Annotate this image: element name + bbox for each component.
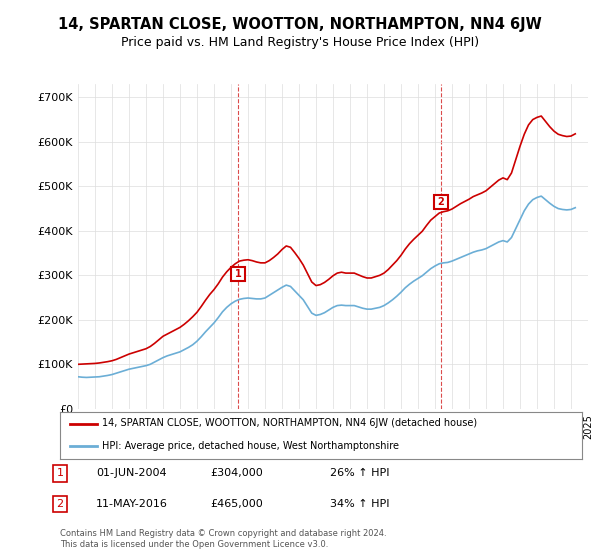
Text: HPI: Average price, detached house, West Northamptonshire: HPI: Average price, detached house, West… xyxy=(102,441,399,451)
Text: Contains HM Land Registry data © Crown copyright and database right 2024.
This d: Contains HM Land Registry data © Crown c… xyxy=(60,529,386,549)
Text: Price paid vs. HM Land Registry's House Price Index (HPI): Price paid vs. HM Land Registry's House … xyxy=(121,36,479,49)
Text: 2: 2 xyxy=(56,499,64,509)
Text: 14, SPARTAN CLOSE, WOOTTON, NORTHAMPTON, NN4 6JW: 14, SPARTAN CLOSE, WOOTTON, NORTHAMPTON,… xyxy=(58,17,542,32)
Text: £465,000: £465,000 xyxy=(210,499,263,509)
Text: 1: 1 xyxy=(235,269,242,278)
Text: 01-JUN-2004: 01-JUN-2004 xyxy=(96,468,167,478)
Text: 11-MAY-2016: 11-MAY-2016 xyxy=(96,499,168,509)
Text: 26% ↑ HPI: 26% ↑ HPI xyxy=(330,468,389,478)
Text: 14, SPARTAN CLOSE, WOOTTON, NORTHAMPTON, NN4 6JW (detached house): 14, SPARTAN CLOSE, WOOTTON, NORTHAMPTON,… xyxy=(102,418,477,428)
Text: 34% ↑ HPI: 34% ↑ HPI xyxy=(330,499,389,509)
Text: 2: 2 xyxy=(438,197,445,207)
Text: £304,000: £304,000 xyxy=(210,468,263,478)
Text: 1: 1 xyxy=(56,468,64,478)
